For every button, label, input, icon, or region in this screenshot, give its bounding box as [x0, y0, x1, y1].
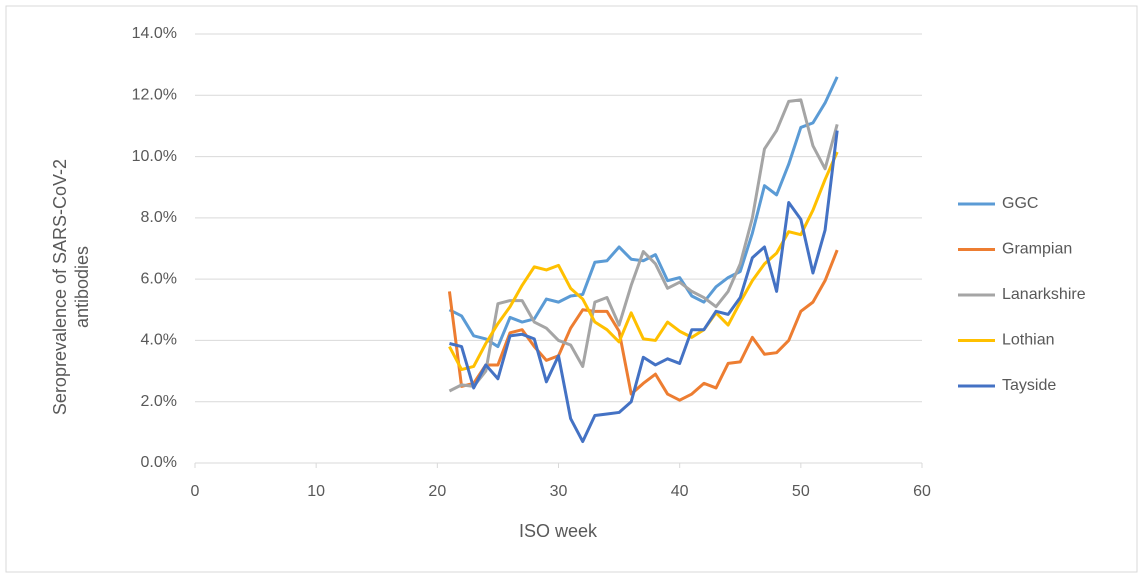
x-axis-label: ISO week	[519, 521, 598, 541]
legend-label: Lanarkshire	[1002, 286, 1086, 303]
legend-label: Lothian	[1002, 332, 1055, 349]
series-line	[447, 249, 839, 402]
x-tick-label: 10	[307, 483, 325, 500]
legend-label: Grampian	[1002, 241, 1072, 258]
y-tick-label: 12.0%	[132, 87, 177, 104]
y-axis-label: Seroprevalence of SARS-CoV-2 antibodies	[50, 158, 92, 416]
series-line	[448, 76, 839, 349]
legend-label: Tayside	[1002, 377, 1056, 394]
series-line	[449, 130, 839, 444]
y-tick-label: 14.0%	[132, 25, 177, 42]
x-tick-label: 30	[550, 483, 568, 500]
y-tick-label: 6.0%	[141, 270, 177, 287]
y-tick-label: 0.0%	[141, 454, 177, 471]
x-tick-label: 60	[913, 483, 931, 500]
y-tick-label: 2.0%	[141, 393, 177, 410]
x-tick-label: 50	[792, 483, 810, 500]
x-tick-label: 20	[428, 483, 446, 500]
legend-label: GGC	[1002, 195, 1038, 212]
x-tick-label: 0	[191, 483, 200, 500]
y-tick-label: 8.0%	[141, 209, 177, 226]
y-tick-label: 10.0%	[132, 148, 177, 165]
y-tick-label: 4.0%	[141, 332, 177, 349]
x-tick-label: 40	[671, 483, 689, 500]
series-line	[448, 151, 839, 372]
chart-border	[5, 5, 1138, 573]
